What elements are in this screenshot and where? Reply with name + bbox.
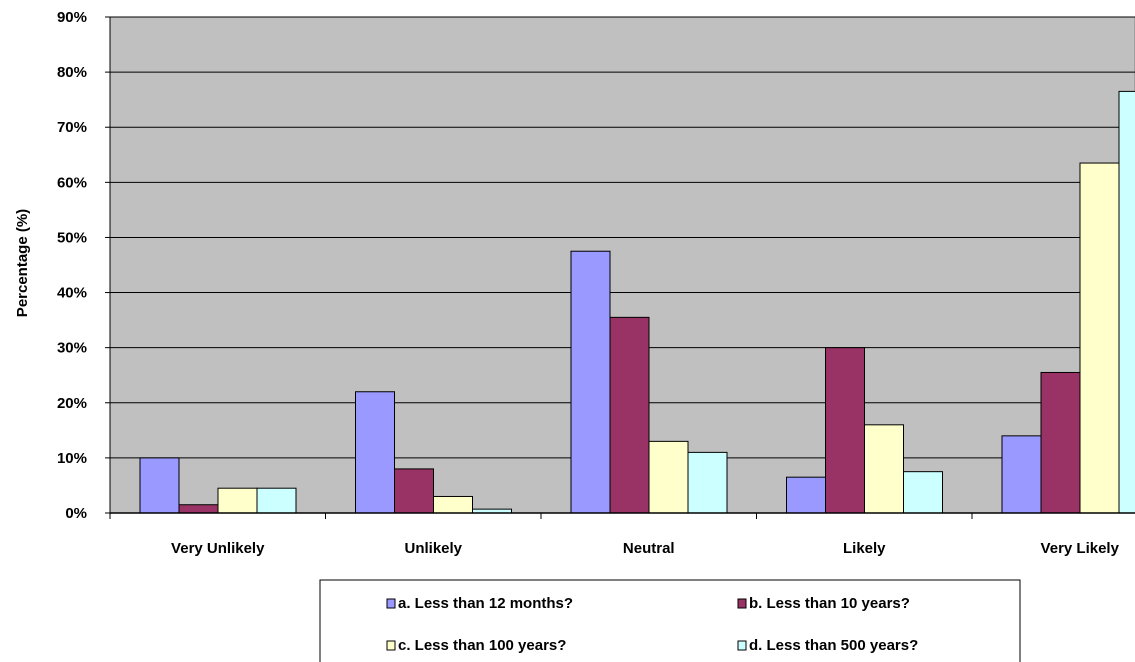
x-tick-label: Very Likely — [1041, 540, 1120, 557]
bar — [256, 487, 297, 514]
bar — [1118, 90, 1135, 514]
bar — [355, 391, 395, 514]
legend: a. Less than 12 months? b. Less than 10 y… — [319, 579, 1021, 662]
x-tick-label: Neutral — [623, 540, 675, 557]
legend-swatch — [737, 640, 747, 651]
legend-box — [319, 579, 1021, 662]
x-tick-labels: Very Unlikely Unlikely Neutral Likely Very L… — [171, 540, 1120, 557]
y-tick-label: 40% — [57, 285, 87, 302]
bar — [786, 476, 826, 514]
legend-label: a. Less than 12 months? — [398, 595, 573, 612]
legend-swatch — [386, 598, 396, 609]
bar — [217, 487, 258, 514]
legend-swatch — [386, 640, 396, 651]
bar — [1040, 371, 1081, 514]
bar — [903, 471, 943, 514]
bar — [687, 451, 728, 514]
bars — [139, 90, 1135, 514]
bar — [394, 468, 434, 514]
y-tick-label: 30% — [57, 340, 87, 357]
y-axis-label: Percentage (%) — [14, 209, 31, 317]
y-tick-label: 60% — [57, 174, 87, 191]
bar — [178, 504, 219, 514]
axes — [105, 16, 1135, 519]
y-tick-label: 50% — [57, 229, 87, 246]
y-tick-label: 10% — [57, 450, 87, 467]
y-tick-label: 90% — [57, 9, 87, 26]
bar — [864, 424, 904, 514]
legend-label: c. Less than 100 years? — [398, 637, 566, 654]
y-tick-label: 0% — [65, 505, 87, 522]
x-tick-label: Likely — [843, 540, 886, 557]
x-tick-label: Very Unlikely — [171, 540, 265, 557]
bar — [433, 495, 473, 514]
y-tick-labels: 0% 10% 20% 30% 40% 50% 60% 70% 80% 90% — [57, 9, 87, 522]
bar — [1001, 435, 1042, 514]
legend-swatch — [737, 598, 747, 609]
y-tick-label: 70% — [57, 119, 87, 136]
bar — [609, 316, 650, 514]
bar — [570, 250, 611, 514]
x-tick-label: Unlikely — [404, 540, 462, 557]
y-tick-label: 80% — [57, 64, 87, 81]
legend-label: d. Less than 500 years? — [749, 637, 918, 654]
bar — [1079, 162, 1120, 514]
legend-label: b. Less than 10 years? — [749, 595, 910, 612]
y-tick-label: 20% — [57, 395, 87, 412]
bar — [139, 457, 180, 514]
bar — [648, 440, 689, 514]
bar — [825, 347, 865, 514]
